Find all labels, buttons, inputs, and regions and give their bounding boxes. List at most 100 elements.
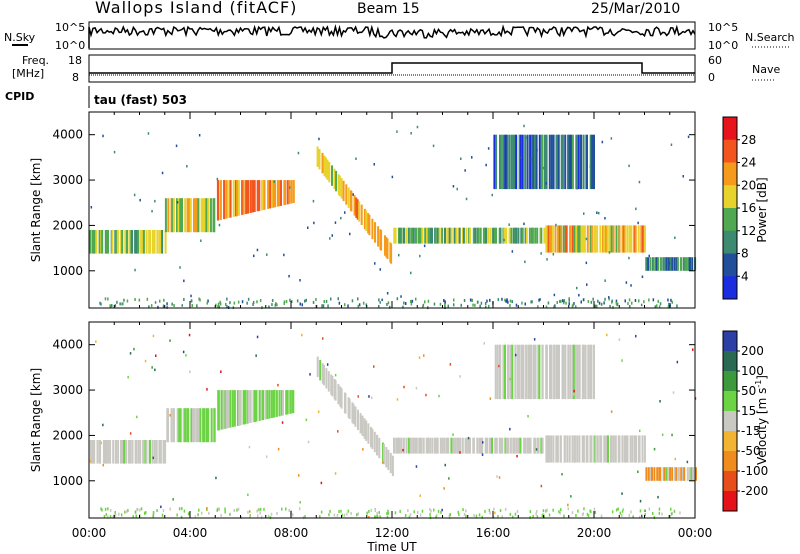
echo-cell (338, 175, 341, 197)
echo-cell (205, 198, 208, 233)
velocity-colorbar: 200 100 50 15 -15 -50 -100 -200 (722, 330, 768, 512)
echo-cell (641, 225, 644, 253)
scatter-echo (277, 383, 279, 387)
near-range-echo (648, 298, 650, 302)
echo-cell (516, 344, 519, 400)
echo-cell (367, 423, 370, 444)
near-range-echo (259, 507, 262, 511)
near-range-echo (226, 305, 228, 308)
echo-cell (521, 227, 524, 244)
scatter-echo (334, 221, 337, 224)
scatter-echo (154, 199, 156, 203)
near-range-echo (112, 515, 114, 519)
near-range-echo (208, 511, 210, 515)
echo-cell (680, 467, 683, 481)
echo-cell (405, 227, 408, 244)
y-tick-label: 3000 (52, 383, 83, 397)
echo-cell (525, 227, 528, 244)
echo-cell (593, 344, 595, 400)
power-colorbar-swatch (723, 162, 737, 186)
near-range-echo (126, 299, 129, 303)
echo-cell (102, 440, 105, 464)
near-range-echo (315, 298, 317, 301)
near-range-echo (648, 507, 651, 511)
echo-cell (575, 134, 578, 190)
time-tick-labels: 00:00 04:00 08:00 12:00 16:00 20:00 00:00 (72, 526, 713, 540)
power-colorbar-swatch (723, 185, 737, 209)
echo-cell (532, 134, 535, 190)
echo-cell (488, 437, 491, 454)
near-range-echo (473, 514, 475, 517)
scatter-echo (471, 156, 473, 159)
near-range-echo (259, 511, 261, 515)
near-range-echo (219, 300, 221, 304)
near-range-echo (322, 304, 325, 308)
near-range-echo (410, 302, 413, 306)
scatter-echo (249, 510, 251, 513)
echo-cell (531, 227, 534, 244)
near-range-echo (407, 509, 409, 513)
echo-cell (528, 344, 531, 400)
echo-cell (534, 227, 537, 244)
echo-cell (205, 408, 208, 443)
scatter-echo (183, 279, 185, 283)
near-range-echo (394, 511, 397, 515)
echo-cell (526, 134, 529, 190)
near-range-echo (338, 301, 341, 305)
echo-cell (531, 134, 533, 190)
echo-cell (462, 227, 465, 244)
echo-cell (385, 237, 388, 258)
scatter-echo (452, 433, 454, 436)
nave-tick-bottom: 0 (708, 71, 715, 84)
echo-cell (575, 225, 578, 253)
echo-cell (391, 455, 394, 477)
echo-cell (524, 437, 527, 454)
near-range-echo (575, 305, 577, 309)
scatter-echo (491, 193, 493, 197)
echo-cell (117, 440, 120, 464)
echo-cell (671, 257, 674, 271)
near-range-echo (351, 299, 354, 303)
near-range-echo (422, 305, 424, 309)
echo-cell (286, 180, 289, 205)
echo-cell (492, 227, 495, 244)
near-range-echo (615, 301, 618, 305)
scatter-echo (139, 198, 141, 202)
echo-cell (292, 390, 295, 414)
scatter-echo (500, 228, 502, 231)
echo-cell (91, 440, 94, 464)
echo-cell (537, 344, 540, 400)
scatter-echo (299, 279, 301, 282)
echo-cell (521, 134, 524, 190)
near-range-echo (509, 299, 512, 303)
scatter-echo (190, 294, 192, 298)
echo-cell (355, 197, 358, 218)
near-range-echo (301, 303, 303, 307)
near-range-echo (577, 509, 579, 513)
scatter-echo (410, 271, 412, 275)
echo-cell (400, 227, 403, 244)
echo-cell (558, 344, 560, 400)
freq-label: Freq. (22, 54, 49, 67)
near-range-echo (140, 507, 143, 511)
echo-cell (665, 467, 668, 481)
echo-cell (95, 230, 98, 254)
echo-cell (435, 437, 438, 454)
echo-cell (209, 198, 212, 233)
echo-cell (411, 227, 413, 244)
echo-cell (125, 440, 127, 464)
near-range-echo (134, 510, 137, 514)
echo-cell (348, 398, 351, 419)
echo-cell (326, 159, 329, 180)
echo-cell (178, 408, 181, 443)
echo-cell (164, 198, 167, 233)
echo-cell (167, 408, 169, 443)
echo-cell (397, 227, 400, 244)
near-range-echo (218, 507, 220, 511)
scatter-echo (273, 180, 275, 183)
echo-cell (467, 437, 470, 454)
echo-cell (394, 227, 397, 244)
echo-cell (202, 198, 204, 233)
near-range-echo (99, 301, 101, 305)
scatter-echo (644, 509, 646, 512)
